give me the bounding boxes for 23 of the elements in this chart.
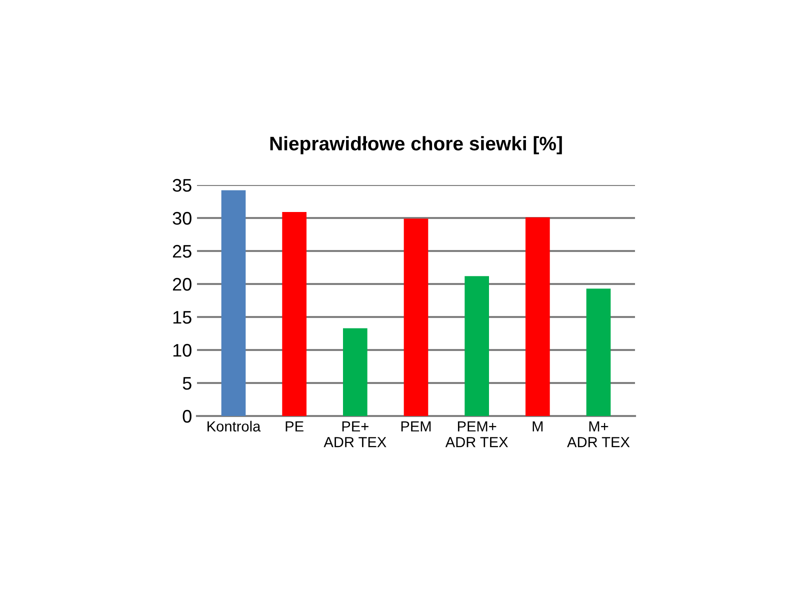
bar	[464, 276, 489, 416]
y-tick-label: 5	[182, 377, 192, 390]
bar	[404, 218, 428, 416]
bar	[221, 190, 246, 416]
x-tick-label: Kontrola	[208, 420, 261, 432]
y-tick-label: 10	[173, 344, 192, 357]
x-tick-label: M	[532, 421, 543, 432]
x-tick-label: PE	[286, 421, 304, 432]
x-tick-label: PE+ ADR TEX	[324, 421, 386, 448]
x-tick-label: M+ ADR TEX	[567, 421, 630, 448]
y-tick-label: 15	[173, 311, 192, 324]
bar	[343, 328, 368, 416]
y-tick-label: 0	[182, 410, 192, 423]
x-tick-label: PEM	[401, 421, 431, 432]
x-tick-label: PEM+ ADR TEX	[445, 421, 508, 448]
bar	[526, 217, 550, 416]
y-tick-label: 30	[172, 212, 192, 225]
y-tick-label: 25	[172, 244, 192, 258]
bar	[586, 288, 611, 416]
y-tick-label: 35	[172, 178, 192, 192]
chart-title: Nieprawidłowe chore siewki [%]	[270, 136, 562, 154]
y-tick-label: 20	[172, 278, 192, 291]
bar	[282, 212, 306, 416]
